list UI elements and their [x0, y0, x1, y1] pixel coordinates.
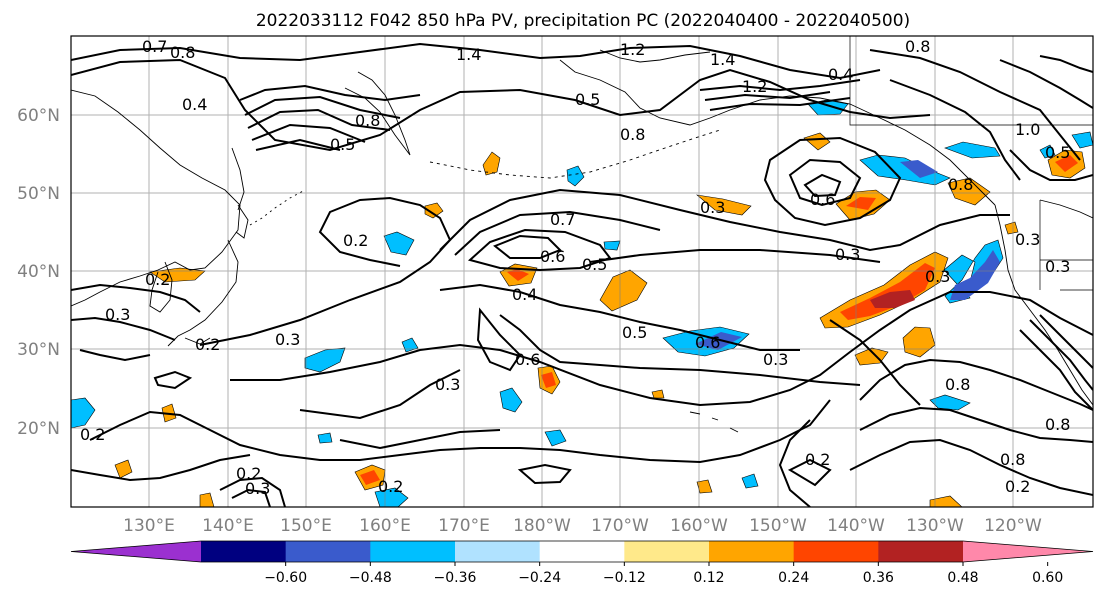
colorbar-segment — [709, 541, 795, 562]
contour-label: 0.7 — [142, 37, 167, 56]
lon-tick-label: 170°W — [591, 516, 649, 536]
contour-label: 0.6 — [695, 333, 720, 352]
contour-label: 0.3 — [1015, 230, 1040, 249]
graticule — [71, 36, 1093, 507]
contour-label: 0.3 — [435, 375, 460, 394]
lon-tick-label: 170°E — [438, 516, 490, 536]
contour-label: 0.6 — [810, 190, 835, 209]
colorbar-segment — [370, 541, 456, 562]
contour-label: 0.2 — [805, 450, 830, 469]
contour-label: 0.5 — [622, 323, 647, 342]
contour-labels: 0.7 0.8 0.4 1.4 1.2 1.4 0.8 0.5 1.2 0.4 … — [80, 37, 1070, 498]
contour-label: 0.5 — [330, 135, 355, 154]
colorbar-tick-label: 0.60 — [1032, 570, 1063, 586]
contour-label: 0.4 — [512, 285, 537, 304]
contour-label: 0.8 — [905, 37, 930, 56]
colorbar-segment — [285, 541, 371, 562]
lon-tick-label: 150°E — [280, 516, 332, 536]
contour-label: 0.5 — [575, 90, 600, 109]
colorbar: −0.60 −0.48 −0.36 −0.24 −0.12 0.12 0.24 0.36 0.4… — [70, 540, 1094, 586]
colorbar-segment — [201, 541, 287, 562]
colorbar-segment — [539, 541, 625, 562]
contour-label: 0.8 — [1045, 415, 1070, 434]
lon-tick-label: 150°W — [749, 516, 807, 536]
colorbar-extend-low — [71, 541, 201, 562]
contour-label: 0.5 — [582, 255, 607, 274]
contour-label: 1.2 — [742, 77, 767, 96]
lon-tick-label: 120°W — [984, 516, 1042, 536]
colorbar-segment — [624, 541, 710, 562]
colorbar-segment — [793, 541, 879, 562]
lon-tick-label: 180°W — [513, 516, 571, 536]
contour-label: 0.3 — [925, 267, 950, 286]
colorbar-outline — [70, 540, 1094, 563]
map-frame — [70, 35, 1094, 508]
colorbar-segment — [878, 541, 964, 562]
colorbar-tick-label: −0.60 — [264, 570, 307, 586]
lon-tick-label: 130°W — [906, 516, 964, 536]
colorbar-tick-label: −0.24 — [518, 570, 561, 586]
contour-label: 0.2 — [378, 477, 403, 496]
map-title: 2022033112 F042 850 hPa PV, precipitatio… — [256, 11, 910, 31]
contour-label: 0.8 — [1000, 450, 1025, 469]
contour-label: 0.4 — [182, 95, 207, 114]
contour-label: 0.8 — [355, 111, 380, 130]
contour-label: 0.2 — [80, 425, 105, 444]
lat-tick-label: 40°N — [17, 262, 60, 282]
contour-label: 0.3 — [1045, 257, 1070, 276]
contour-label: 0.2 — [343, 231, 368, 250]
colorbar-extend-high — [963, 541, 1093, 562]
contour-label: 0.2 — [145, 270, 170, 289]
colorbar-tick-label: −0.12 — [603, 570, 646, 586]
map-panel: 0.7 0.8 0.4 1.4 1.2 1.4 0.8 0.5 1.2 0.4 … — [70, 35, 1094, 508]
contour-label: 0.8 — [945, 375, 970, 394]
lon-axis: 130°E 140°E 150°E 160°E 170°E 180°W 170°… — [123, 516, 1042, 536]
contour-label: 0.8 — [948, 175, 973, 194]
pv-contours — [71, 42, 1093, 507]
colorbar-tick-label: 0.36 — [863, 570, 894, 586]
contour-label: 0.6 — [515, 350, 540, 369]
lat-tick-label: 20°N — [17, 419, 60, 439]
contour-label: 1.4 — [456, 45, 481, 64]
lat-tick-label: 60°N — [17, 106, 60, 126]
lon-tick-label: 160°E — [359, 516, 411, 536]
colorbar-tick-label: 0.48 — [947, 570, 978, 586]
contour-label: 1.4 — [710, 50, 735, 69]
contour-label: 0.5 — [1045, 143, 1070, 162]
contour-label: 0.6 — [540, 247, 565, 266]
contour-label: 0.3 — [105, 305, 130, 324]
contour-label: 0.3 — [275, 330, 300, 349]
lon-tick-label: 140°E — [202, 516, 254, 536]
contour-label: 0.3 — [835, 245, 860, 264]
contour-label: 0.7 — [550, 210, 575, 229]
colorbar-segment — [455, 541, 541, 562]
contour-label: 0.3 — [700, 198, 725, 217]
colorbar-tick-label: −0.48 — [349, 570, 392, 586]
contour-label: 0.8 — [170, 43, 195, 62]
lat-tick-label: 50°N — [17, 184, 60, 204]
lat-tick-label: 30°N — [17, 340, 60, 360]
contour-label: 0.3 — [763, 350, 788, 369]
contour-label: 1.2 — [620, 40, 645, 59]
contour-label: 0.4 — [828, 65, 853, 84]
contour-label: 0.2 — [195, 335, 220, 354]
contour-label: 0.8 — [620, 125, 645, 144]
precip-shading — [71, 99, 1093, 507]
colorbar-tick-label: 0.24 — [778, 570, 809, 586]
contour-label: 0.2 — [236, 464, 261, 483]
contour-label: 1.0 — [1015, 120, 1040, 139]
lat-axis: 60°N 50°N 40°N 30°N 20°N — [17, 106, 60, 439]
lon-tick-label: 130°E — [123, 516, 175, 536]
colorbar-tick-label: 0.12 — [693, 570, 724, 586]
lon-tick-label: 160°W — [670, 516, 728, 536]
lon-tick-label: 140°W — [827, 516, 885, 536]
contour-label: 0.3 — [245, 479, 270, 498]
contour-label: 0.2 — [1005, 477, 1030, 496]
colorbar-tick-label: −0.36 — [434, 570, 477, 586]
